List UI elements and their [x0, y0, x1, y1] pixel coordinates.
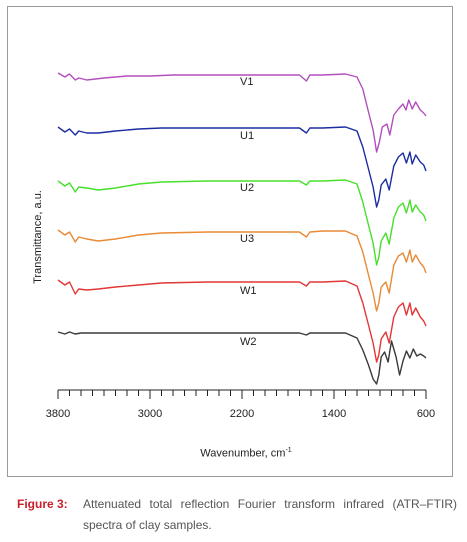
figure-frame: V1 U1 U2 U3 W1 W2 3800 3000 2200 1400 600 Transmit… — [7, 6, 453, 477]
x-tick-label: 2200 — [230, 408, 254, 420]
x-tick-label: 600 — [417, 408, 435, 420]
series-line-w2 — [57, 331, 427, 385]
figure-caption: Figure 3: Attenuated total reflection Fo… — [17, 494, 457, 536]
series-line-u3 — [57, 229, 427, 312]
x-tick-label: 3000 — [138, 408, 162, 420]
caption-text: Attenuated total reflection Fourier tran… — [83, 497, 457, 532]
x-axis-label-unit: -1 — [285, 447, 292, 454]
series-label-u2: U2 — [240, 182, 254, 194]
series-line-v1 — [57, 72, 427, 153]
x-axis-label: Wavenumber, cm-1 — [126, 447, 366, 460]
figure-label: Figure 3: — [17, 497, 68, 511]
series-label-u3: U3 — [240, 233, 254, 245]
series-line-w1 — [57, 279, 427, 363]
series-label-w2: W2 — [240, 336, 257, 348]
ftir-chart: V1 U1 U2 U3 W1 W2 3800 3000 2200 1400 600 — [46, 72, 435, 420]
x-axis-label-text: Wavenumber, cm — [200, 447, 286, 460]
series-line-u1 — [57, 126, 427, 208]
series-label-v1: V1 — [240, 76, 253, 88]
series-label-u1: U1 — [240, 130, 254, 142]
series-line-u2 — [57, 179, 427, 266]
x-tick-label: 3800 — [46, 408, 70, 420]
y-axis-label: Transmittance, a.u. — [32, 190, 44, 284]
series-label-w1: W1 — [240, 285, 257, 297]
x-tick-label: 1400 — [322, 408, 346, 420]
